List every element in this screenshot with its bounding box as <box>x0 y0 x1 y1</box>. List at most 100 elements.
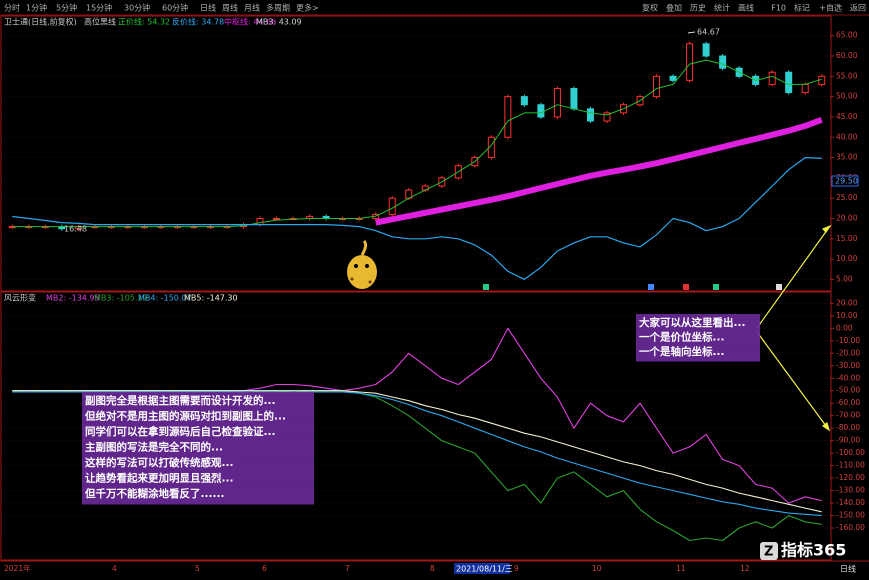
x-label: 4 <box>112 564 117 573</box>
y-tick-label: -40.00 <box>836 373 860 382</box>
candle <box>686 43 694 81</box>
candle <box>8 226 16 229</box>
svg-text:Z: Z <box>764 545 773 560</box>
y-tick-label: -150.00 <box>836 511 865 520</box>
period-label: 日线 <box>840 564 856 574</box>
price-tag-box <box>831 175 859 187</box>
legend: 正价线: 54.32 <box>118 17 170 27</box>
period-button[interactable]: 日线 <box>200 3 216 13</box>
series-line <box>12 390 822 513</box>
arrows <box>756 224 832 432</box>
y-tick-label: -60.00 <box>836 398 860 407</box>
price-tag: 29.50 <box>835 177 858 186</box>
legend: 反价线: 34.78 <box>172 17 224 27</box>
period-button[interactable]: 分时 <box>4 3 20 13</box>
x-label: 8 <box>430 564 435 573</box>
y-tick-label: 45.00 <box>836 112 858 121</box>
cursor-date: 2021/08/11/三 <box>456 565 513 574</box>
candle <box>570 88 578 110</box>
y-tick-label: -110.00 <box>836 461 865 470</box>
y-tick-label: 25.00 <box>836 193 858 202</box>
candle <box>256 218 264 226</box>
y-tick-label: 10.00 <box>836 311 858 320</box>
y-tick-label: -10.00 <box>836 336 860 345</box>
candle <box>702 43 710 57</box>
period-button[interactable]: 60分钟 <box>162 3 188 13</box>
period-button[interactable]: 更多> <box>296 3 319 13</box>
y-tick-label: 60.00 <box>836 51 858 60</box>
period-button[interactable]: 多周期 <box>266 3 290 13</box>
pointer <box>687 31 696 34</box>
legend: 中枢线: 44.66 <box>224 17 276 27</box>
watermark-text: 指标365 <box>781 541 846 560</box>
x-label: 6 <box>262 564 267 573</box>
y-tick-label: -100.00 <box>836 448 865 457</box>
note-bg <box>636 314 760 362</box>
y-tick-label: 20.00 <box>836 298 858 307</box>
x-label: 11 <box>676 564 686 573</box>
action-button[interactable]: F10 <box>771 4 786 13</box>
candle <box>553 88 561 118</box>
candle <box>487 136 495 159</box>
series-line <box>12 157 822 280</box>
note-line: 但绝对不是用主图的源码对扣到副图上的... <box>84 410 286 423</box>
y-tick-label: 0.00 <box>836 323 853 332</box>
candle <box>388 197 396 215</box>
mascot <box>347 239 377 289</box>
y-tick-label: -80.00 <box>836 423 860 432</box>
y-tick-label: 55.00 <box>836 71 858 80</box>
action-button[interactable]: 历史 <box>690 3 706 13</box>
period-button[interactable]: 5分钟 <box>56 3 77 13</box>
action-button[interactable]: 画线 <box>738 3 754 13</box>
y-tick-label: 5.00 <box>836 274 853 283</box>
candle <box>669 75 677 81</box>
x-label: 7 <box>345 564 350 573</box>
note-box: 副图完全是根据主图需要而设计开发的... 但绝对不是用主图的源码对扣到副图上的..… <box>82 392 314 505</box>
period-button[interactable]: 30分钟 <box>124 3 150 13</box>
y-tick-label: -20.00 <box>836 348 860 357</box>
main-frame <box>0 15 832 292</box>
legend: MB3: 43.09 <box>256 18 302 27</box>
x-label: 5 <box>195 564 200 573</box>
action-button[interactable]: 统计 <box>714 3 730 13</box>
indicator-name: 高位黑线 <box>84 17 116 27</box>
signal-markers <box>483 284 782 290</box>
candle <box>273 218 281 220</box>
y-tick-label: 20.00 <box>836 214 858 223</box>
action-button[interactable]: 返回 <box>850 4 866 13</box>
action-button[interactable]: +自选 <box>819 3 842 13</box>
legend: MB2: -134.95 <box>46 294 100 303</box>
period-button[interactable]: 15分钟 <box>86 3 112 13</box>
action-button[interactable]: 叠加 <box>666 3 682 13</box>
candle <box>603 112 611 122</box>
candle <box>818 75 826 85</box>
action-button[interactable]: 复权 <box>642 3 658 13</box>
y-tick-label: 50.00 <box>836 92 858 101</box>
candle <box>504 96 512 138</box>
series-line <box>375 116 823 226</box>
note-line: 让趋势看起来更加明显且强烈... <box>85 472 233 485</box>
x-label: 12 <box>740 564 750 573</box>
candle <box>768 71 776 85</box>
period-button[interactable]: 周线 <box>222 3 238 13</box>
cursor-date-box <box>454 563 510 574</box>
period-button[interactable]: 月线 <box>244 3 260 13</box>
note-line: 一个是价位坐标... <box>639 331 724 344</box>
note-box: 大家可以从这里看出... 一个是价位坐标...一个是轴向坐标... <box>636 314 760 362</box>
legend: MB4: -150.07 <box>138 294 192 303</box>
candle <box>719 55 727 69</box>
y-tick-label: -50.00 <box>836 386 860 395</box>
x-label: 10 <box>592 564 602 573</box>
y-tick-label: -160.00 <box>836 523 865 532</box>
candle <box>653 75 661 98</box>
y-tick-label: 15.00 <box>836 234 858 243</box>
y-tick-label: -70.00 <box>836 411 860 420</box>
candle <box>801 83 809 94</box>
stock-name: 卫士通(日线,前复权) <box>4 17 77 27</box>
action-button[interactable]: 标记 <box>794 3 810 13</box>
candle <box>520 96 528 106</box>
period-button[interactable]: 1分钟 <box>26 3 47 13</box>
indicator-name: 风云形变 <box>4 293 36 303</box>
